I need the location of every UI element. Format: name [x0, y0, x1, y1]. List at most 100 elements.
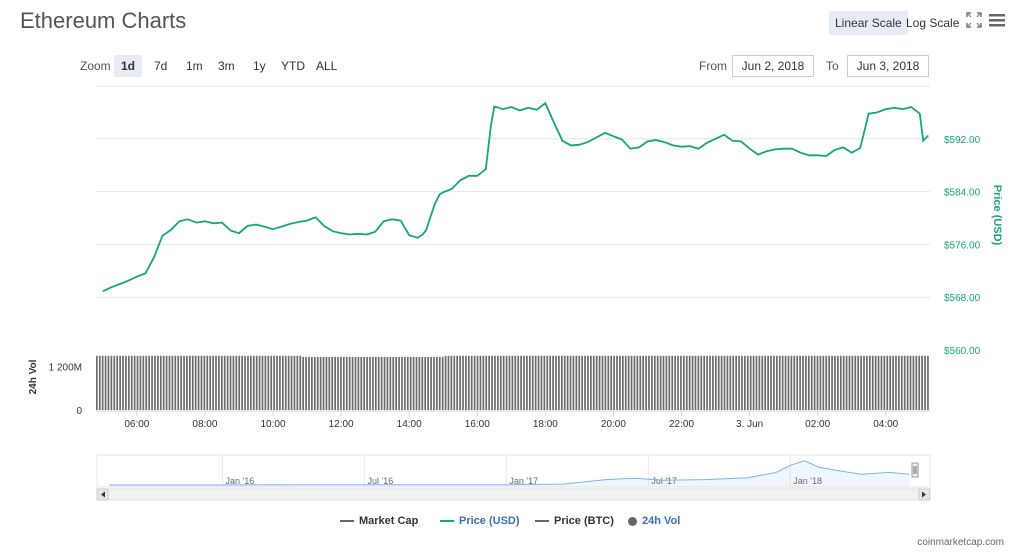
volume-bar: [380, 356, 383, 410]
volume-bar: [839, 355, 842, 410]
y-tick-label: $584.00: [944, 188, 981, 199]
legend-item-market-cap[interactable]: Market Cap: [340, 515, 418, 527]
volume-bar: [528, 355, 531, 410]
volume-bar: [665, 355, 668, 410]
volume-bar: [168, 355, 171, 410]
legend-item-price-btc[interactable]: Price (BTC): [535, 515, 614, 527]
volume-bar: [651, 355, 653, 410]
hamburger-menu-icon[interactable]: [988, 12, 1006, 33]
volume-bar: [424, 356, 427, 410]
volume-bar: [389, 356, 392, 410]
from-date-input[interactable]: [732, 55, 814, 77]
volume-bar: [229, 355, 232, 410]
volume-bar: [720, 355, 723, 410]
zoom-button-1d[interactable]: 1d: [114, 55, 143, 77]
volume-bar: [898, 355, 900, 410]
volume-bar: [671, 355, 674, 410]
expand-icon[interactable]: [966, 12, 982, 33]
volume-bar: [279, 355, 281, 410]
volume-bar: [343, 356, 345, 410]
volume-bar: [223, 355, 226, 410]
volume-bar: [845, 355, 848, 410]
volume-bar: [188, 355, 191, 410]
volume-bar: [514, 355, 517, 410]
volume-bar: [624, 355, 627, 410]
volume-bar: [122, 355, 124, 410]
legend-label: Market Cap: [359, 515, 419, 527]
volume-bar: [787, 355, 790, 410]
volume-bar: [313, 356, 316, 410]
volume-bar: [186, 355, 188, 410]
legend-item-price-usd[interactable]: Price (USD): [440, 515, 520, 527]
credit-text[interactable]: coinmarketcap.com: [917, 537, 1004, 548]
volume-bar: [502, 355, 505, 410]
volume-bar: [636, 355, 639, 410]
volume-bar: [183, 355, 185, 410]
volume-bar: [610, 355, 613, 410]
zoom-button-all[interactable]: ALL: [316, 59, 338, 73]
volume-bar: [778, 355, 781, 410]
zoom-button-7d[interactable]: 7d: [154, 59, 168, 73]
volume-bar: [633, 355, 636, 410]
volume-bar: [549, 355, 552, 410]
volume-bar: [546, 355, 549, 410]
y-tick-label: $592.00: [944, 135, 981, 146]
volume-bar: [290, 355, 293, 410]
volume-bar: [726, 355, 729, 410]
y-axis-title: Price (USD): [991, 185, 1003, 246]
volume-bar: [406, 356, 409, 410]
volume-bar: [741, 355, 743, 410]
volume-bar: [712, 355, 714, 410]
volume-bar: [508, 355, 511, 410]
volume-bar: [691, 355, 694, 410]
volume-bar: [165, 355, 168, 410]
volume-bar: [877, 355, 880, 410]
volume-bar: [104, 355, 107, 410]
volume-bar: [746, 355, 749, 410]
volume-bar: [755, 355, 758, 410]
volume-bar: [642, 355, 645, 410]
volume-bar: [476, 355, 479, 410]
volume-bar: [816, 355, 819, 410]
volume-bar: [296, 355, 299, 410]
volume-bar: [613, 355, 615, 410]
volume-bar: [151, 355, 153, 410]
volume-bar: [235, 355, 238, 410]
volume-bar: [177, 355, 180, 410]
zoom-button-ytd[interactable]: YTD: [281, 59, 305, 73]
log-scale-button[interactable]: Log Scale: [906, 16, 960, 30]
volume-bar: [142, 355, 145, 410]
volume-bar: [244, 355, 246, 410]
to-date-input[interactable]: [847, 55, 929, 77]
volume-bar: [450, 355, 453, 410]
volume-bar: [470, 355, 473, 410]
zoom-label: Zoom: [80, 59, 111, 73]
volume-bar: [171, 355, 174, 410]
volume-bar: [729, 355, 732, 410]
navigator-tick-label: Jan '18: [793, 476, 822, 486]
legend-item-24h-vol[interactable]: 24h Vol: [628, 515, 680, 527]
x-tick-label: 22:00: [669, 419, 694, 430]
volume-bar: [473, 355, 476, 410]
volume-bar: [581, 355, 583, 410]
zoom-button-1y[interactable]: 1y: [253, 59, 266, 73]
volume-bar: [98, 355, 101, 410]
volume-bar: [441, 356, 444, 410]
volume-bar: [851, 355, 854, 410]
volume-bar: [523, 355, 525, 410]
volume-bar: [456, 355, 459, 410]
zoom-button-1m[interactable]: 1m: [186, 59, 203, 73]
volume-bar: [656, 355, 659, 410]
volume-bar: [860, 355, 862, 410]
volume-bar: [241, 355, 243, 410]
volume-bar: [758, 355, 761, 410]
volume-bar: [793, 355, 796, 410]
volume-bar: [819, 355, 822, 410]
volume-bar: [174, 355, 177, 410]
x-tick-label: 04:00: [873, 419, 898, 430]
zoom-button-3m[interactable]: 3m: [218, 59, 235, 73]
linear-scale-button[interactable]: Linear Scale: [829, 11, 908, 35]
volume-bar: [749, 355, 752, 410]
volume-bar: [511, 355, 514, 410]
